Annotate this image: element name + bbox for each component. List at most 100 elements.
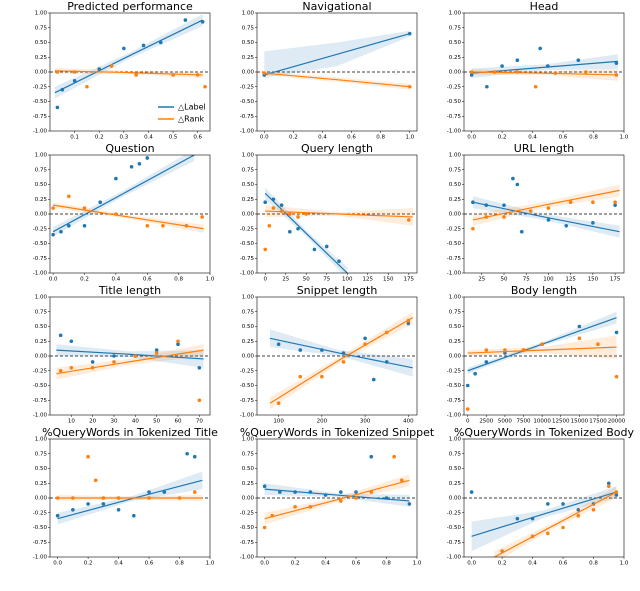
point [465,383,470,388]
y-tick-label: -0.50 [33,383,48,389]
point [485,84,489,89]
x-tick-label: 0.8 [589,561,598,567]
point [591,508,596,512]
point [200,215,204,219]
confidence-band [264,71,410,90]
point [363,336,367,341]
point [97,67,102,71]
y-tick-label: -1.00 [240,271,255,277]
x-tick-label: 150 [383,277,394,283]
x-tick-label: 0 [466,419,470,425]
panel-title: %QueryWords in Tokenized Title [42,426,218,439]
y-tick-label: 0.25 [449,55,462,61]
x-tick-label: 2500 [479,419,493,425]
y-tick-label: 0.25 [35,481,48,487]
x-tick-label: 0.8 [376,135,385,141]
point [90,366,95,370]
point [538,46,542,51]
point [171,73,175,77]
point [546,531,550,536]
confidence-band [53,155,195,237]
point [606,481,611,486]
x-tick-label: 0.0 [260,135,269,141]
x-tick-label: 0.6 [145,561,154,567]
x-tick-label: 0.2 [291,561,300,567]
point [55,496,60,500]
panel: %QueryWords in Tokenized Title -1.00 -0.75… [33,426,218,567]
point [500,64,504,68]
confidence-band [269,311,413,410]
x-tick-label: 0.4 [144,135,153,141]
confidence-band [265,187,348,273]
point [154,351,159,355]
x-tick-label: 150 [588,277,599,283]
point [528,209,533,213]
point [141,43,146,48]
point [576,58,581,62]
point [308,505,313,509]
panel: Title length -1.00 -0.75 -0.50 -0.25 0.00 0.25… [33,284,211,425]
y-tick-label: -0.25 [240,84,255,90]
y-tick-label: -0.50 [447,99,462,105]
point [293,490,297,494]
y-tick-label: -1.00 [447,413,462,419]
axes-frame [256,296,418,416]
y-tick-label: 0.25 [449,339,462,345]
fit-line [269,337,413,369]
point [67,224,71,228]
point [576,508,581,512]
y-tick-label: 0.00 [242,70,255,76]
point [337,259,341,264]
point [93,478,98,483]
point [521,348,526,352]
point [176,342,180,347]
x-tick-label: 10000 [533,419,551,425]
point [511,176,515,181]
x-tick-label: 0.5 [169,135,178,141]
point [161,224,165,228]
point [577,336,582,341]
x-tick-label: 0.8 [589,135,598,141]
y-tick-label: 0.75 [242,451,255,457]
point [515,70,520,74]
point [354,496,358,500]
y-tick-label: 0.75 [449,167,462,173]
point [158,40,163,45]
point [308,490,313,494]
y-tick-label: -1.00 [447,271,462,277]
point [132,513,136,518]
point [577,324,582,329]
y-tick-label: 0.50 [449,182,462,188]
point [484,348,489,352]
y-tick-label: -0.75 [447,256,462,262]
panel: Query length -1.00 -0.75 -0.50 -0.25 0.00 0.25… [240,142,418,283]
point [469,70,474,74]
point [369,490,374,494]
plot-area [257,311,417,410]
y-tick-label: 1.00 [242,437,255,443]
confidence-band [471,486,617,552]
point [484,215,489,219]
panel-title: Body length [511,284,577,297]
panel-title: Predicted performance [67,0,193,13]
point [145,224,150,228]
x-tick-label: 0.2 [498,561,507,567]
point [465,407,470,411]
point [86,454,90,459]
point [270,513,275,518]
y-tick-label: 0.25 [449,481,462,487]
y-tick-label: -0.50 [447,383,462,389]
panel-title: %QueryWords in Tokenized Body [454,426,635,439]
x-tick-label: 0.2 [289,135,298,141]
point [51,232,55,237]
x-tick-label: 20000 [608,419,626,425]
y-tick-label: 1.00 [449,295,462,301]
point [293,505,297,509]
x-tick-label: 1.0 [206,277,215,283]
confidence-band [265,205,413,226]
point [55,70,60,74]
point [90,360,95,364]
point [363,342,367,347]
y-tick-label: 0.50 [35,324,48,330]
